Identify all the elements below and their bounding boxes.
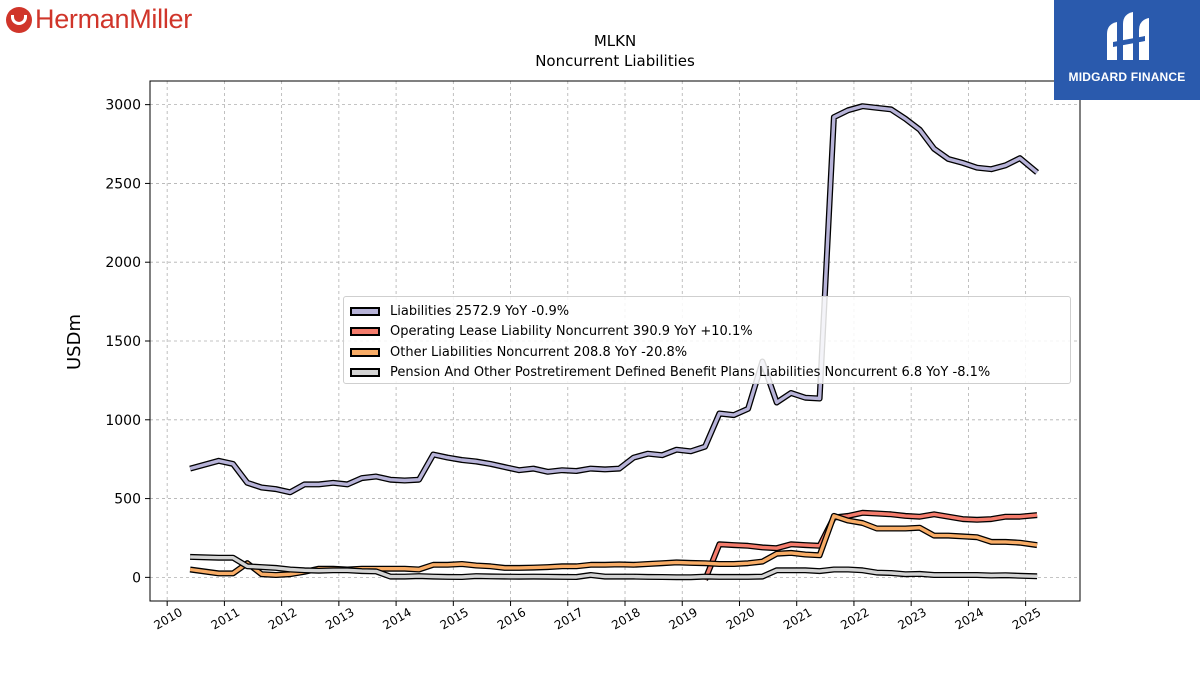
midgard-glyph-icon <box>1107 12 1149 60</box>
legend-label: Operating Lease Liability Noncurrent 390… <box>390 324 753 340</box>
x-tick-label: 2011 <box>209 605 242 632</box>
y-axis-label: USDm <box>64 314 85 370</box>
x-tick-label: 2020 <box>724 605 757 632</box>
x-tick-label: 2019 <box>667 605 700 632</box>
series-line <box>703 511 1038 581</box>
herman-miller-logo: HermanMiller <box>6 4 192 35</box>
x-tick-label: 2013 <box>323 605 356 632</box>
herman-miller-mark-icon <box>6 6 32 33</box>
legend-swatch <box>350 306 380 316</box>
legend: Liabilities 2572.9 YoY -0.9% Operating L… <box>343 296 1071 384</box>
x-tick-label: 2016 <box>495 605 528 632</box>
x-tick-label: 2012 <box>266 605 299 632</box>
midgard-finance-wordmark: MIDGARD FINANCE <box>1068 70 1186 84</box>
legend-label: Liabilities 2572.9 YoY -0.9% <box>390 303 570 319</box>
y-tick-label: 500 <box>114 492 141 508</box>
y-tick-label: 1000 <box>105 413 141 429</box>
y-tick-label: 0 <box>132 570 141 586</box>
x-tick-label: 2021 <box>781 605 814 632</box>
y-tick-label: 2500 <box>105 176 141 192</box>
legend-entry: Operating Lease Liability Noncurrent 390… <box>350 322 1070 343</box>
x-tick-label: 2022 <box>838 605 871 632</box>
y-tick-label: 1500 <box>105 334 141 350</box>
herman-miller-wordmark: HermanMiller <box>35 4 192 34</box>
series-line <box>189 104 1039 494</box>
x-tick-label: 2018 <box>609 605 642 632</box>
x-tick-label: 2015 <box>438 605 471 632</box>
x-tick-label: 2024 <box>953 605 986 632</box>
x-tick-label: 2010 <box>151 605 184 632</box>
x-tick-label: 2014 <box>380 605 413 632</box>
legend-label: Other Liabilities Noncurrent 208.8 YoY -… <box>390 344 688 360</box>
legend-entry: Other Liabilities Noncurrent 208.8 YoY -… <box>350 342 1070 363</box>
x-tick-label: 2023 <box>895 605 928 632</box>
chart-title: MLKN <box>593 32 637 50</box>
y-axis: 0 500 1000 1500 2000 2500 3000 <box>105 98 150 586</box>
legend-entry: Pension And Other Postretirement Defined… <box>350 363 1070 384</box>
x-tick-label: 2025 <box>1010 605 1043 632</box>
x-axis: 2010 2011 2012 2013 2014 2015 2016 2017 2018 2019… <box>151 601 1043 632</box>
y-tick-label: 3000 <box>105 98 141 114</box>
x-tick-label: 2017 <box>552 605 585 632</box>
legend-label: Pension And Other Postretirement Defined… <box>390 365 991 381</box>
legend-swatch <box>350 368 380 378</box>
legend-entry: Liabilities 2572.9 YoY -0.9% <box>350 301 1070 322</box>
chart-subtitle: Noncurrent Liabilities <box>535 52 695 70</box>
legend-swatch <box>350 347 380 357</box>
series-line <box>190 555 1038 579</box>
y-tick-label: 2000 <box>105 255 141 271</box>
series-layer <box>189 103 1040 581</box>
midgard-finance-logo: MIDGARD FINANCE <box>1054 0 1200 100</box>
legend-swatch <box>350 327 380 337</box>
